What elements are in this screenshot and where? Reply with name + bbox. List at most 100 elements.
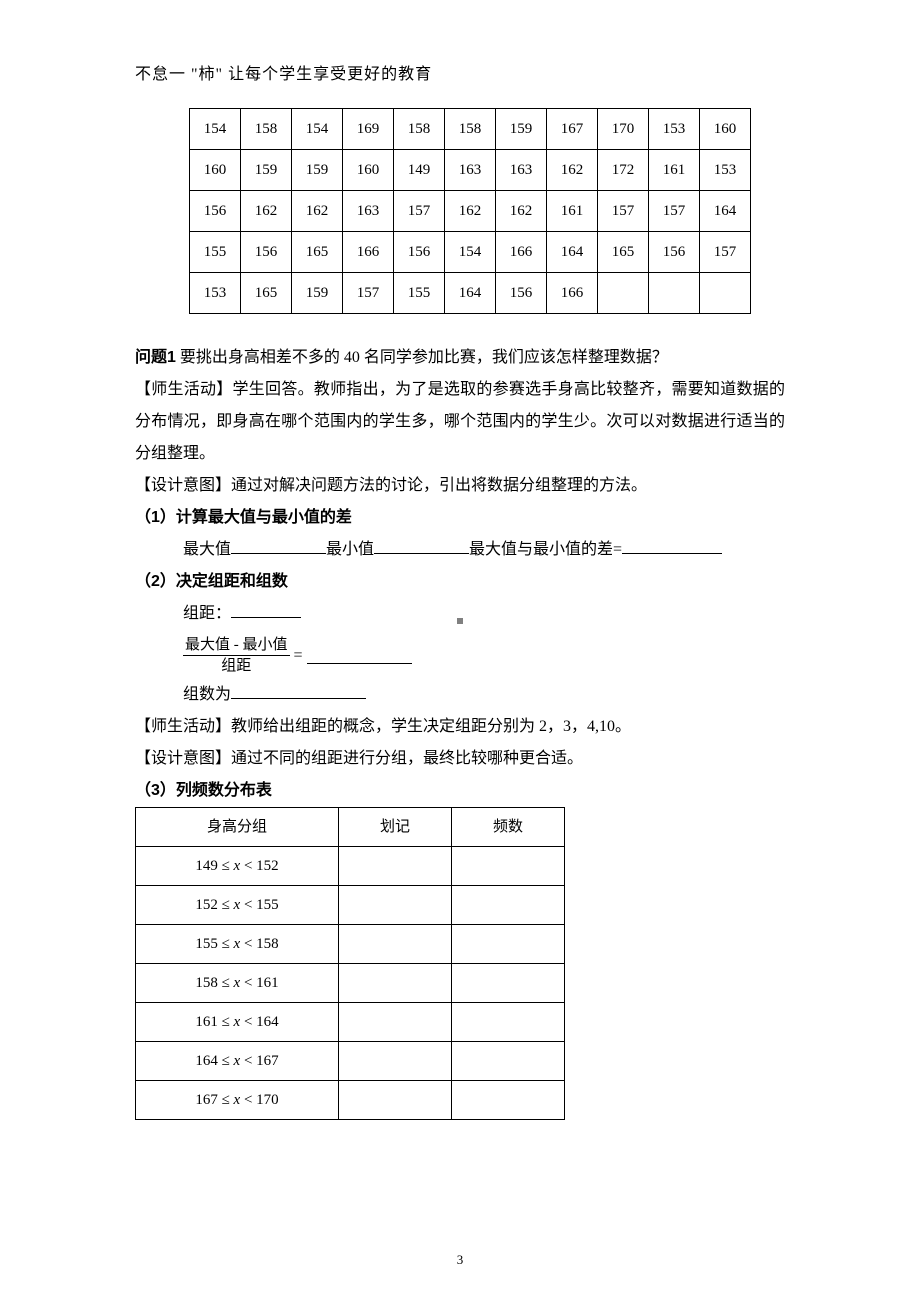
table-cell: 165	[292, 232, 343, 273]
table-row: 149 ≤ x < 152	[136, 847, 565, 886]
table-cell: 162	[496, 191, 547, 232]
step-1-heading: （1）计算最大值与最小值的差	[135, 502, 785, 534]
freq-range-cell: 164 ≤ x < 167	[136, 1042, 339, 1081]
table-row: 158 ≤ x < 161	[136, 964, 565, 1003]
activity-2-label: 【师生活动】	[135, 718, 231, 735]
fraction-denominator: 组距	[183, 656, 290, 675]
freq-count-cell	[452, 886, 565, 925]
page-header: 不怠一 "柿" 让每个学生享受更好的教育	[135, 60, 785, 84]
table-row: 160159159160149163163162172161153	[190, 150, 751, 191]
table-row: 164 ≤ x < 167	[136, 1042, 565, 1081]
table-row: 155156165166156154166164165156157	[190, 232, 751, 273]
table-cell: 157	[343, 273, 394, 314]
table-cell: 155	[394, 273, 445, 314]
table-cell	[700, 273, 751, 314]
table-cell: 166	[343, 232, 394, 273]
freq-tally-cell	[339, 886, 452, 925]
table-row: 152 ≤ x < 155	[136, 886, 565, 925]
table-cell: 156	[241, 232, 292, 273]
max-label: 最大值	[183, 541, 231, 558]
table-cell: 153	[649, 109, 700, 150]
table-cell: 157	[598, 191, 649, 232]
center-marker-icon	[457, 618, 463, 624]
table-cell	[598, 273, 649, 314]
diff-label: 最大值与最小值的差	[469, 541, 613, 558]
table-cell: 153	[700, 150, 751, 191]
table-cell: 149	[394, 150, 445, 191]
table-cell: 157	[394, 191, 445, 232]
table-cell: 159	[292, 150, 343, 191]
table-cell: 159	[496, 109, 547, 150]
table-cell: 156	[190, 191, 241, 232]
freq-tally-cell	[339, 847, 452, 886]
table-cell: 163	[496, 150, 547, 191]
table-cell: 163	[343, 191, 394, 232]
table-cell: 164	[445, 273, 496, 314]
step-2-formula-line: 最大值 - 最小值 组距 =	[135, 636, 785, 675]
table-cell: 167	[547, 109, 598, 150]
freq-range-cell: 158 ≤ x < 161	[136, 964, 339, 1003]
freq-tally-cell	[339, 925, 452, 964]
table-cell: 166	[547, 273, 598, 314]
blank-formula-result	[307, 647, 412, 664]
table-cell: 162	[547, 150, 598, 191]
table-cell: 159	[292, 273, 343, 314]
activity-2-text: 教师给出组距的概念，学生决定组距分别为 2，3，4,10。	[231, 718, 631, 735]
class-width-label: 组距：	[183, 605, 231, 622]
step-2-count-line: 组数为	[135, 679, 785, 711]
table-cell: 155	[190, 232, 241, 273]
freq-tally-cell	[339, 1003, 452, 1042]
blank-min	[374, 537, 469, 554]
activity-1-label: 【师生活动】	[135, 381, 233, 398]
design-intent-2-text: 通过不同的组距进行分组，最终比较哪种更合适。	[231, 750, 583, 767]
freq-count-cell	[452, 1003, 565, 1042]
blank-max	[231, 537, 326, 554]
table-cell: 158	[445, 109, 496, 150]
table-cell: 160	[343, 150, 394, 191]
question-1-label: 问题1	[135, 349, 176, 366]
table-cell: 156	[649, 232, 700, 273]
blank-class-width	[231, 601, 301, 618]
activity-1-text: 学生回答。教师指出，为了是选取的参赛选手身高比较整齐，需要知道数据的分布情况，即…	[135, 381, 785, 462]
height-data-table: 1541581541691581581591671701531601601591…	[189, 108, 751, 314]
table-cell: 169	[343, 109, 394, 150]
table-cell: 162	[445, 191, 496, 232]
table-cell: 165	[241, 273, 292, 314]
table-cell: 165	[598, 232, 649, 273]
step-2-juli-line: 组距：	[135, 598, 785, 630]
freq-range-cell: 155 ≤ x < 158	[136, 925, 339, 964]
table-cell: 164	[700, 191, 751, 232]
design-intent-1-text: 通过对解决问题方法的讨论，引出将数据分组整理的方法。	[231, 477, 647, 494]
table-cell: 162	[292, 191, 343, 232]
table-cell: 154	[190, 109, 241, 150]
table-cell: 157	[649, 191, 700, 232]
table-cell: 160	[700, 109, 751, 150]
table-row: 156162162163157162162161157157164	[190, 191, 751, 232]
fraction-numerator: 最大值 - 最小值	[183, 636, 290, 656]
table-cell: 156	[496, 273, 547, 314]
freq-count-cell	[452, 847, 565, 886]
body-content: 问题1 要挑出身高相差不多的 40 名同学参加比赛，我们应该怎样整理数据？ 【师…	[135, 342, 785, 1120]
freq-tally-cell	[339, 1042, 452, 1081]
document-page: 不怠一 "柿" 让每个学生享受更好的教育 1541581541691581581…	[0, 0, 920, 1302]
table-cell	[649, 273, 700, 314]
frequency-table-header-row: 身高分组 划记 频数	[136, 808, 565, 847]
table-cell: 161	[649, 150, 700, 191]
step-1-fill-line: 最大值最小值最大值与最小值的差=	[135, 534, 785, 566]
group-count-label: 组数为	[183, 686, 231, 703]
design-intent-1-label: 【设计意图】	[135, 477, 231, 494]
freq-count-cell	[452, 964, 565, 1003]
freq-range-cell: 161 ≤ x < 164	[136, 1003, 339, 1042]
table-cell: 159	[241, 150, 292, 191]
freq-count-cell	[452, 1081, 565, 1120]
table-cell: 160	[190, 150, 241, 191]
table-cell: 161	[547, 191, 598, 232]
table-row: 167 ≤ x < 170	[136, 1081, 565, 1120]
freq-header-tally: 划记	[339, 808, 452, 847]
design-intent-2-label: 【设计意图】	[135, 750, 231, 767]
step-3-heading: （3）列频数分布表	[135, 775, 785, 807]
table-cell: 154	[292, 109, 343, 150]
blank-diff	[622, 537, 722, 554]
freq-range-cell: 149 ≤ x < 152	[136, 847, 339, 886]
table-cell: 157	[700, 232, 751, 273]
